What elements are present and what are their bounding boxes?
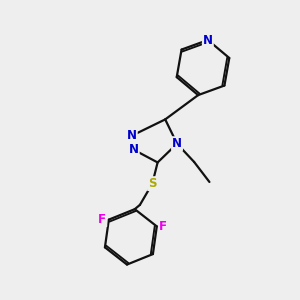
- Text: F: F: [98, 213, 106, 226]
- Text: N: N: [127, 129, 137, 142]
- Text: S: S: [148, 177, 157, 190]
- Text: F: F: [159, 220, 167, 233]
- Text: N: N: [172, 137, 182, 150]
- Text: N: N: [203, 34, 213, 46]
- Text: N: N: [129, 143, 139, 156]
